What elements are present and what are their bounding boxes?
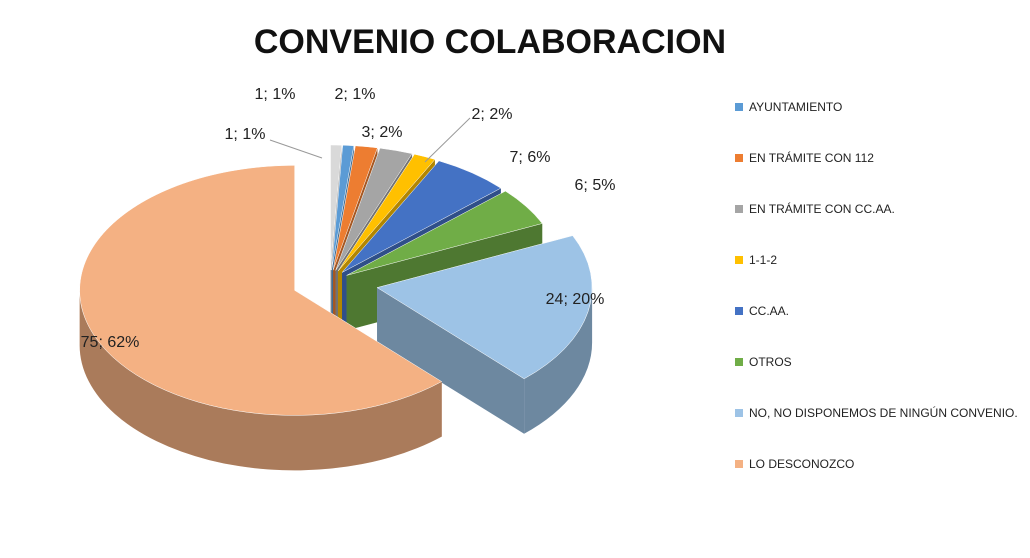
slice	[376, 235, 593, 380]
slice-shade	[524, 287, 593, 434]
data-label: 2; 1%	[335, 86, 376, 103]
legend-entry: OTROS	[735, 355, 1025, 369]
legend-label: NO, NO DISPONEMOS DE NINGÚN CONVENIO.	[749, 406, 1018, 420]
leader-line	[269, 139, 323, 159]
slice	[335, 147, 413, 271]
slice	[346, 190, 543, 276]
data-label: 6; 5%	[575, 177, 616, 194]
legend-swatch	[735, 154, 743, 162]
slice-shade	[377, 287, 525, 434]
data-label: 3; 2%	[362, 124, 403, 141]
legend-swatch	[735, 307, 743, 315]
legend-label: AYUNTAMIENTO	[749, 100, 843, 114]
legend-entry: EN TRÁMITE CON CC.AA.	[735, 202, 1025, 216]
leader-line	[424, 117, 471, 163]
legend-swatch	[735, 103, 743, 111]
slice	[331, 144, 355, 271]
legend-label: CC.AA.	[749, 304, 790, 318]
data-label: 1; 1%	[255, 86, 296, 103]
slice-side	[524, 287, 593, 434]
legend-entry: NO, NO DISPONEMOS DE NINGÚN CONVENIO.	[735, 406, 1025, 420]
legend-label: 1-1-2	[749, 253, 778, 267]
data-label: 1; 1%	[225, 126, 266, 143]
slice	[341, 160, 502, 273]
legend-entry: AYUNTAMIENTO	[735, 100, 1025, 114]
legend-swatch	[735, 358, 743, 366]
legend-swatch	[735, 256, 743, 264]
data-label: 7; 6%	[510, 149, 551, 166]
legend-swatch	[735, 409, 743, 417]
slice-cut	[377, 287, 525, 434]
slice	[79, 165, 443, 416]
legend-swatch	[735, 205, 743, 213]
legend-label: EN TRÁMITE CON 112	[749, 151, 874, 165]
legend-label: OTROS	[749, 355, 792, 369]
chart-title: CONVENIO COLABORACION	[254, 23, 726, 61]
data-label: 24; 20%	[546, 291, 605, 308]
data-label: 2; 2%	[472, 106, 513, 123]
legend-entry: LO DESCONOZCO	[735, 457, 1025, 471]
legend-entry: EN TRÁMITE CON 112	[735, 151, 1025, 165]
data-label: 75; 62%	[81, 334, 140, 351]
legend-swatch	[735, 460, 743, 468]
legend-label: EN TRÁMITE CON CC.AA.	[749, 202, 895, 216]
legend-entry: 1-1-2	[735, 253, 1025, 267]
legend-label: LO DESCONOZCO	[749, 457, 855, 471]
slice	[330, 144, 342, 271]
slice	[337, 153, 436, 272]
slice-side	[79, 290, 442, 471]
slice-shade	[79, 290, 442, 471]
legend-entry: CC.AA.	[735, 304, 1025, 318]
slice	[332, 145, 378, 271]
